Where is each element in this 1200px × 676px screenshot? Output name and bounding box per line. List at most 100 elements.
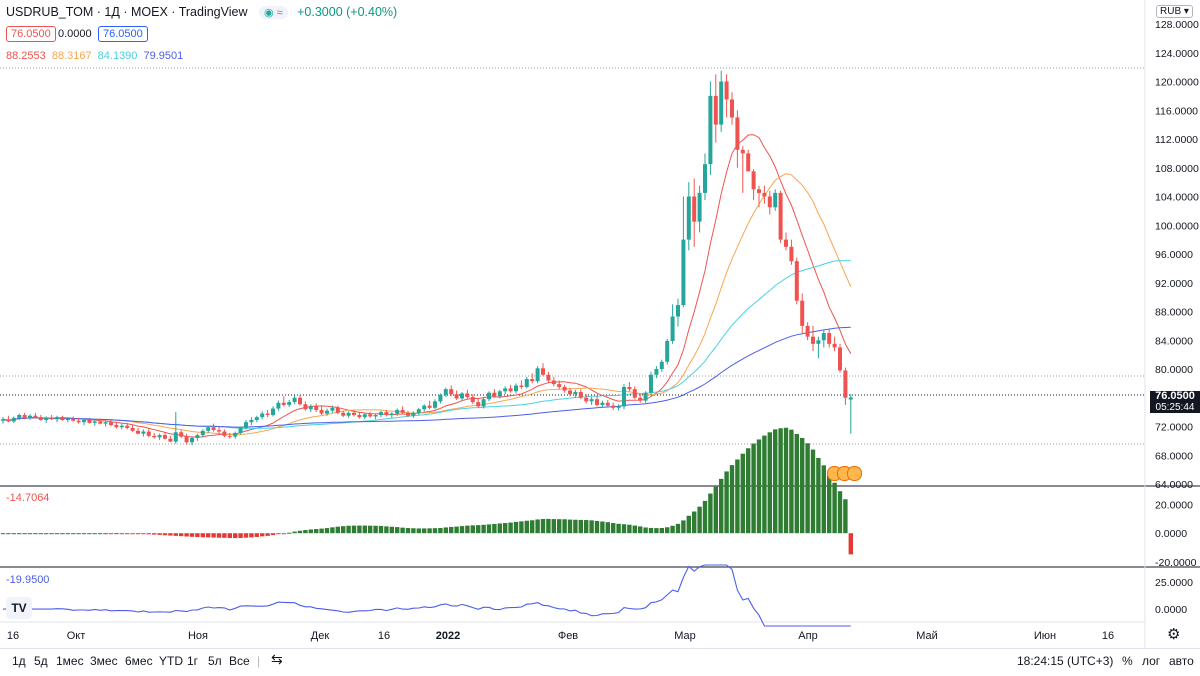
ma-line-2: [2, 173, 852, 436]
candle-body: [595, 399, 599, 405]
histogram-bar: [265, 533, 270, 536]
histogram-bar: [92, 533, 97, 535]
candle: [568, 387, 572, 397]
candle: [730, 92, 734, 125]
price-tick-label: 108.0000: [1155, 163, 1199, 175]
timeframe-1y[interactable]: 1г: [187, 654, 199, 668]
candle-body: [125, 425, 130, 428]
candle: [665, 338, 670, 365]
candle: [449, 385, 454, 397]
candle-body: [11, 417, 16, 422]
candle: [157, 433, 162, 441]
status-pill[interactable]: ◉ ≈: [258, 6, 288, 19]
timeframe-1d[interactable]: 1д: [12, 654, 26, 668]
symbol-name[interactable]: USDRUB_TOM: [6, 5, 94, 19]
candle: [190, 436, 194, 446]
timeframe-5d[interactable]: 5д: [34, 654, 48, 668]
percent-scale-toggle[interactable]: %: [1122, 654, 1133, 668]
histogram-bar: [794, 433, 799, 534]
candle-body: [276, 402, 281, 409]
timeframe-all[interactable]: Все: [229, 654, 250, 668]
date-range-icon[interactable]: ⇆: [271, 651, 283, 667]
candle: [17, 413, 22, 421]
oscillator-tick-label: 0.0000: [1155, 604, 1187, 616]
histogram-bar: [767, 432, 772, 534]
candle-body: [114, 425, 119, 428]
candle: [611, 402, 616, 410]
candle-body: [233, 432, 238, 437]
timeframe-5y[interactable]: 5л: [208, 654, 222, 668]
timeframe-ytd[interactable]: YTD: [159, 654, 183, 668]
histogram-bar: [638, 526, 643, 534]
histogram-bar: [443, 527, 448, 534]
candle: [141, 429, 146, 437]
candle: [87, 417, 92, 424]
candle-body: [38, 417, 43, 421]
candle-body: [362, 414, 367, 418]
candle-body: [551, 380, 556, 385]
histogram-bar: [395, 527, 400, 534]
timeframe-3m[interactable]: 3мес: [90, 654, 118, 668]
histogram-bar: [546, 518, 551, 534]
histogram-bar: [789, 429, 794, 534]
histogram-bar: [292, 531, 297, 534]
histogram-bar: [324, 528, 330, 534]
candle: [406, 410, 410, 418]
time-tick-label: Мар: [674, 630, 696, 642]
candle-body: [82, 420, 86, 423]
candle: [676, 298, 680, 327]
timeframe-1m[interactable]: 1мес: [56, 654, 84, 668]
tradingview-logo-icon[interactable]: TV: [6, 597, 32, 619]
log-scale-toggle[interactable]: лог: [1142, 654, 1161, 668]
price-tick-label: 104.0000: [1155, 192, 1199, 204]
candle: [470, 394, 475, 405]
events-flags-icon[interactable]: [827, 466, 862, 486]
chart-canvas[interactable]: 128.0000 124.0000 120.0000 116.0000 112.0000…: [0, 0, 1200, 648]
candle-body: [524, 379, 529, 387]
histogram-bar: [589, 520, 594, 534]
histogram-bar: [719, 478, 724, 534]
histogram-bar: [384, 526, 389, 534]
histogram-bar: [578, 519, 583, 534]
histogram-bar: [654, 528, 659, 534]
histogram-bar: [346, 525, 351, 534]
candle-body: [584, 397, 589, 402]
interval-label[interactable]: 1Д: [104, 5, 120, 19]
timeframe-6m[interactable]: 6мес: [125, 654, 153, 668]
candle: [222, 429, 227, 438]
currency-button[interactable]: RUB ▾: [1156, 5, 1193, 18]
price-tick-label: 72.0000: [1155, 422, 1193, 434]
clock-timezone[interactable]: 18:24:15 (UTC+3): [1017, 654, 1114, 668]
candle: [584, 394, 589, 404]
candle: [551, 376, 556, 387]
last-price-value: 76.0500: [1155, 390, 1195, 402]
auto-scale-toggle[interactable]: авто: [1169, 654, 1194, 668]
histogram-bar: [184, 533, 189, 537]
histogram-bar: [119, 533, 124, 535]
candle-body: [622, 386, 626, 407]
histogram-bar: [600, 521, 605, 534]
candle-body: [740, 149, 745, 154]
buy-price-button[interactable]: 76.0500: [98, 26, 148, 42]
oscillator-scale-ticks: 20.0000 0.0000 -20.0000 25.0000 0.0000: [1155, 499, 1197, 616]
candle-body: [325, 410, 329, 414]
histogram-bar: [157, 533, 162, 535]
ma4-value: 79.9501: [143, 50, 184, 62]
histogram-bar: [557, 519, 562, 534]
histogram-bar: [675, 523, 681, 534]
candle: [379, 410, 383, 418]
candle-body: [222, 431, 227, 436]
histogram-bar: [449, 526, 454, 534]
candle: [805, 322, 810, 341]
price-tick-label: 120.0000: [1155, 77, 1199, 89]
histogram-bar: [837, 491, 843, 534]
candle: [616, 404, 621, 411]
sell-price-button[interactable]: 76.0500: [6, 26, 56, 42]
histogram-bar: [454, 526, 459, 534]
settings-gear-icon[interactable]: ⚙: [1167, 625, 1180, 643]
candle-body: [649, 374, 653, 393]
candle-body: [44, 417, 49, 421]
candle: [314, 403, 319, 413]
candle: [800, 293, 805, 334]
candle-body: [244, 422, 248, 428]
